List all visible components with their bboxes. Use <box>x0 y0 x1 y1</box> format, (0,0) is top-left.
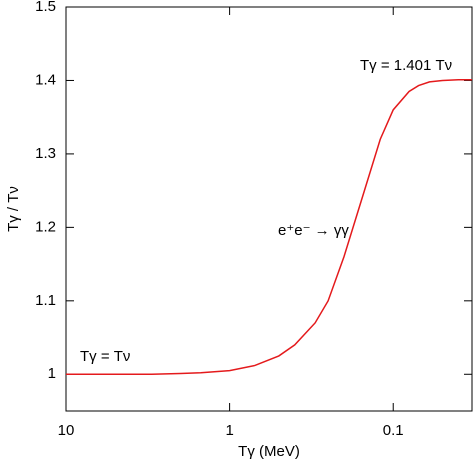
y-tick-label: 1.5 <box>35 0 56 15</box>
y-axis-label: Tγ / Tν <box>5 186 22 232</box>
data-line <box>66 78 472 376</box>
x-tick-label: 0.1 <box>383 422 404 439</box>
x-tick-label: 10 <box>58 422 75 439</box>
y-tick-label: 1.1 <box>35 292 56 309</box>
y-tick-label: 1 <box>48 365 56 382</box>
annotation: e⁺e⁻ → γγ <box>278 222 349 239</box>
annotation: Tγ = Tν <box>80 348 130 365</box>
annotation: Tγ = 1.401 Tν <box>360 57 452 74</box>
y-tick-label: 1.3 <box>35 145 56 162</box>
x-axis-label: Tγ (MeV) <box>238 443 300 460</box>
plot-frame <box>65 6 473 412</box>
x-tick-label: 1 <box>225 422 233 439</box>
y-tick-label: 1.2 <box>35 218 56 235</box>
y-tick-label: 1.4 <box>35 71 56 88</box>
